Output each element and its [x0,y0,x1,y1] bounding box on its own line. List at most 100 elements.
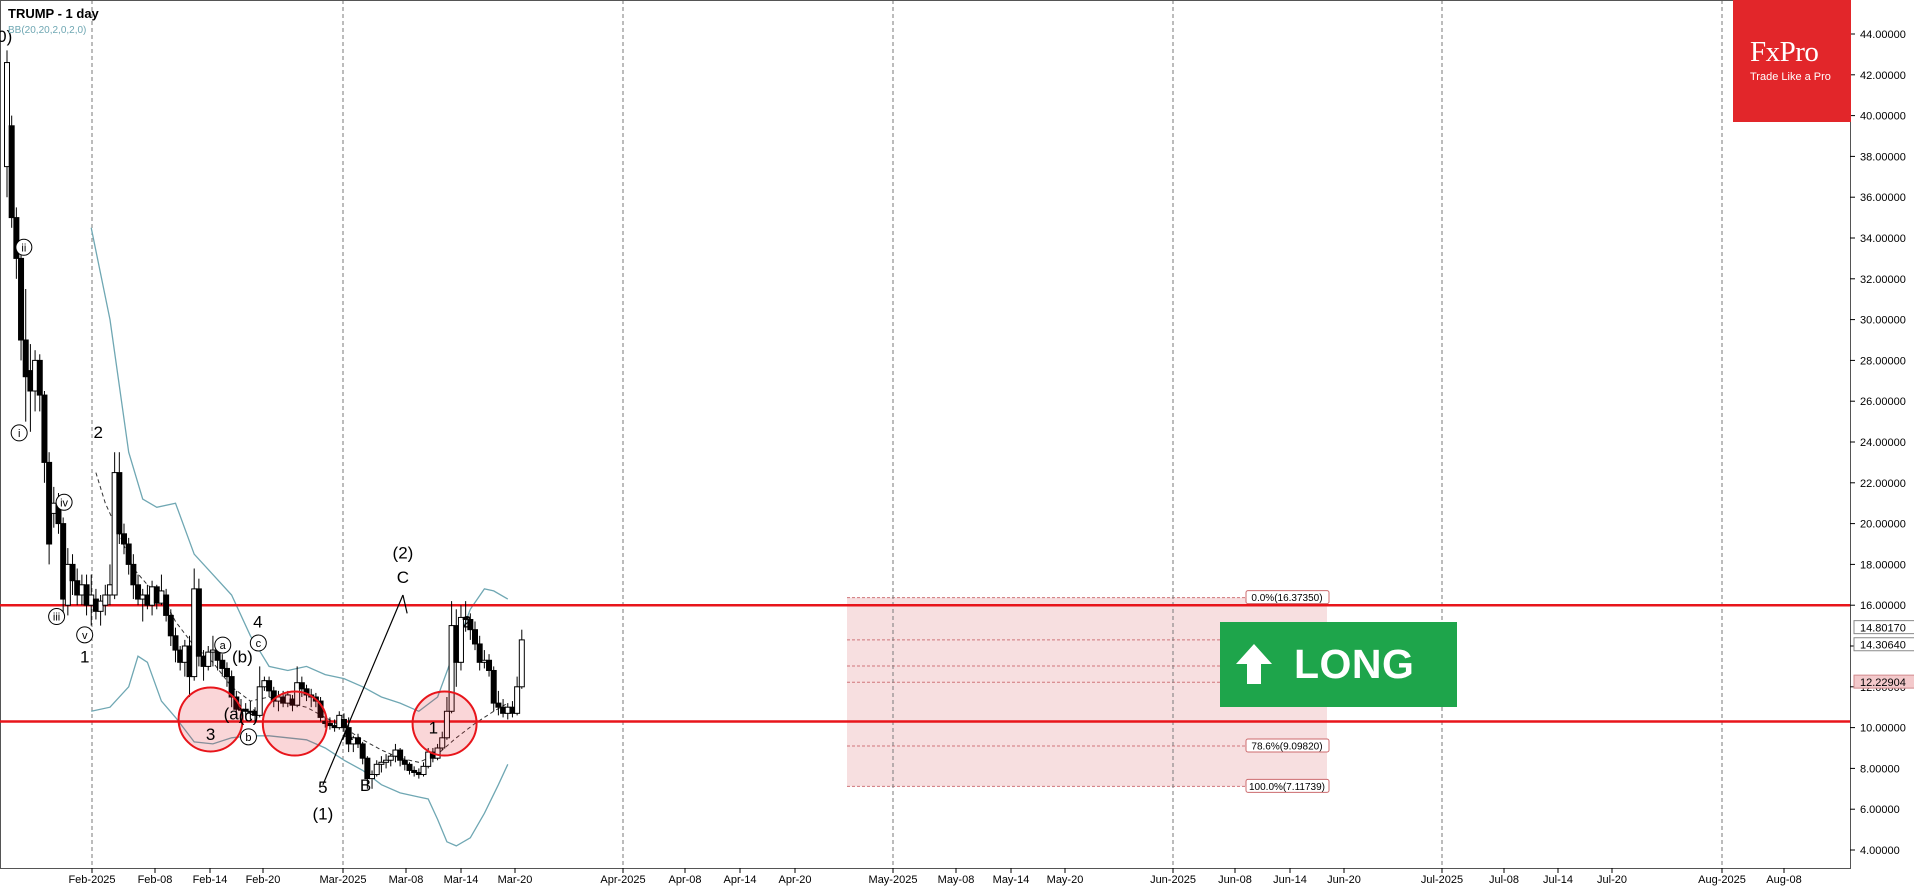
candle-body [22,339,29,378]
candle-body [172,635,179,651]
candle-body [397,749,404,761]
wave-label: v [82,630,88,642]
price-tick-label: 34.00000 [1860,233,1906,245]
candle-body [514,686,521,714]
candle-body [448,625,455,712]
wave-label-circle [249,634,267,652]
candle-body [420,765,427,776]
candle-body [64,563,71,606]
time-tick-label: Jul-08 [1489,874,1519,886]
price-tick-label: 28.00000 [1860,355,1906,367]
chart-title: TRUMP - 1 day [8,6,99,21]
time-tick-label: May-2025 [869,874,918,886]
fib-label-box [1245,778,1330,793]
time-tick-label: Mar-14 [444,874,479,886]
candle-body [439,737,446,749]
wave-label: c [256,638,262,650]
candle-body [242,708,249,712]
time-tick-label: Jul-2025 [1421,874,1463,886]
wave-label-circle [10,424,28,442]
candle-body [401,759,408,765]
time-axis-bg [0,869,1914,886]
time-tick-label: Jun-08 [1218,874,1252,886]
logo-brand: FxPro [1750,36,1819,68]
wave-trend-lines [322,594,408,785]
wave-label: (2) [393,543,414,562]
price-tag-box [1853,637,1914,652]
price-tick-label: 40.00000 [1860,111,1906,123]
bb-lower-band [91,655,509,847]
price-tick-label: 16.00000 [1860,600,1906,612]
time-tick-label: Feb-08 [138,874,173,886]
candle-body [8,125,15,219]
candle-body [69,563,76,582]
candle-body [387,755,394,761]
candle-body [345,727,352,745]
wave-label: (c) [239,706,259,725]
wave-label: (a) [224,704,245,723]
highlight-circle [261,690,328,757]
wave-label-circle [76,626,94,644]
wave-label: 2 [462,613,471,632]
price-tick-label: 20.00000 [1860,519,1906,531]
long-signal-badge: LONG [1220,622,1457,707]
fib-label-box [1245,590,1330,605]
candle-body [490,669,497,704]
candle-body [256,686,263,716]
plot-border [0,0,1851,869]
wave-label: (b) [232,647,253,666]
candle-body [476,643,483,663]
time-tick-label: Feb-2025 [68,874,115,886]
time-tick-label: Jun-14 [1273,874,1307,886]
time-tick-label: Aug-2025 [1698,874,1746,886]
price-tick-label: 30.00000 [1860,315,1906,327]
time-tick-label: Feb-20 [246,874,281,886]
fib-label-box [1245,738,1330,753]
wave-label-circle [15,238,33,256]
candle-body [163,594,170,616]
horizontal-levels [0,603,1850,723]
time-tick-label: May-20 [1047,874,1084,886]
price-tick-label: 42.00000 [1860,70,1906,82]
wave-label-circle [55,493,73,511]
price-tick-label: 22.00000 [1860,478,1906,490]
candle-body [97,600,104,612]
time-tick-label: Apr-14 [723,874,756,886]
wave-label: 3 [206,725,215,744]
price-tick-label: 10.00000 [1860,723,1906,735]
chart-frame [0,0,1851,869]
candle-body [457,616,464,663]
wave-label: 5 [318,778,327,797]
candle-body [467,618,474,631]
price-tick-label: 26.00000 [1860,396,1906,408]
wave-label: 1 [80,647,89,666]
price-axis-bg [1851,0,1914,886]
candle-body [60,523,67,600]
candle-body [18,257,25,341]
candle-body [378,761,385,765]
wave-label: C [397,568,409,587]
candle-body [298,682,305,690]
price-tick-label: 18.00000 [1860,559,1906,571]
wave-label: 2 [94,423,103,442]
time-tick-label: May-08 [938,874,975,886]
wave-label: B [360,776,371,795]
highlight-circles [177,686,478,757]
candle-body [486,659,493,671]
candle-body [125,543,132,565]
candle-body [294,682,301,706]
time-tick-label: Jun-20 [1327,874,1361,886]
candle-body [406,763,413,771]
time-tick-label: Mar-20 [498,874,533,886]
wave-label: 4 [253,613,262,632]
wave-label: iii [53,612,60,624]
candle-body [167,614,174,637]
time-tick-label: Mar-2025 [319,874,366,886]
highlight-circle [411,690,478,757]
wave-label: (1) [313,804,334,823]
candles [4,50,525,789]
fxpro-logo: FxPro Trade Like a Pro [1733,0,1851,122]
